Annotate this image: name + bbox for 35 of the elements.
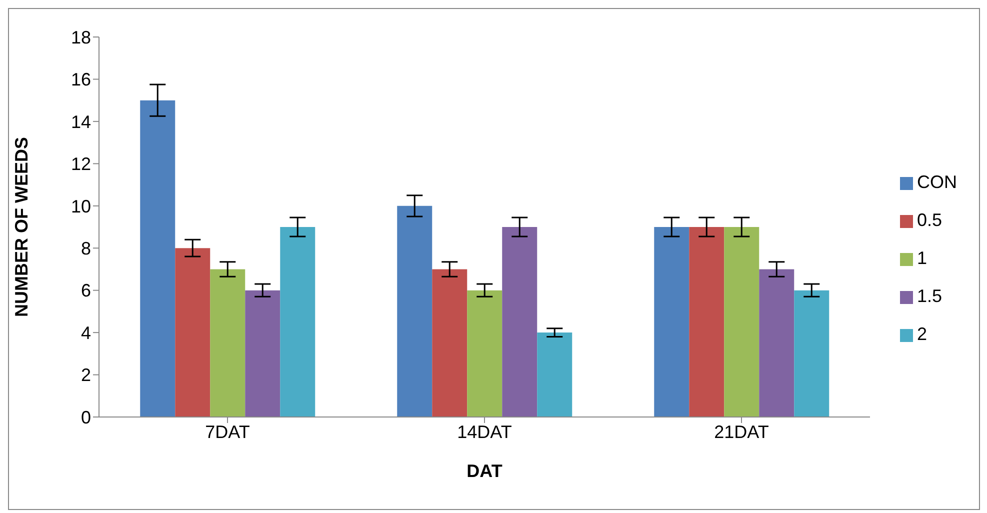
bar — [759, 269, 794, 417]
bar — [210, 269, 246, 417]
bar — [689, 227, 724, 417]
y-tick-label: 14 — [70, 112, 91, 132]
bar — [794, 290, 830, 417]
legend-label: 1 — [917, 248, 928, 268]
bar — [280, 227, 316, 417]
bar — [432, 269, 468, 417]
legend-label: 2 — [917, 324, 928, 344]
y-tick-label: 0 — [80, 407, 91, 428]
bar — [397, 206, 432, 417]
legend-label: 0.5 — [917, 210, 942, 230]
y-tick-label: 8 — [80, 238, 91, 258]
y-axis-title: NUMBER OF WEEDS — [11, 137, 32, 317]
y-tick-label: 10 — [70, 196, 91, 216]
bar — [245, 290, 280, 417]
x-tick-label: 21DAT — [714, 422, 769, 442]
bar — [502, 227, 538, 417]
x-tick-label: 7DAT — [205, 422, 250, 442]
legend-label: CON — [917, 172, 957, 192]
bar — [724, 227, 760, 417]
y-tick-label: 16 — [70, 70, 91, 90]
y-tick-label: 4 — [80, 322, 91, 343]
bar — [654, 227, 690, 417]
legend-label: 1.5 — [917, 286, 942, 306]
y-tick-label: 2 — [80, 365, 91, 386]
bar — [467, 290, 502, 417]
bar — [175, 248, 210, 417]
bar — [537, 332, 572, 417]
y-tick-label: 12 — [70, 154, 91, 174]
x-axis-title: DAT — [466, 461, 502, 481]
x-tick-label: 14DAT — [457, 422, 512, 442]
y-tick-label: 18 — [70, 27, 91, 48]
y-tick-label: 6 — [80, 280, 91, 301]
bar — [140, 100, 176, 417]
